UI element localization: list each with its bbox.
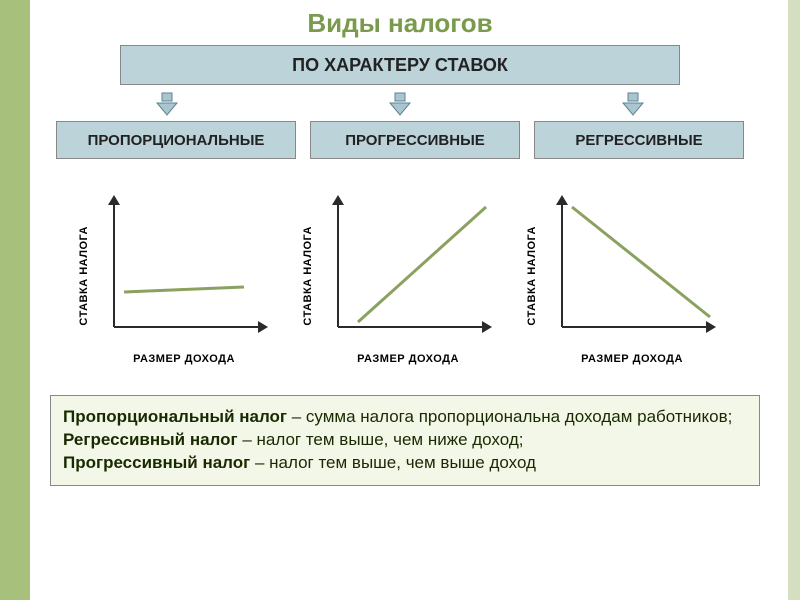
definition-term: Прогрессивный налог bbox=[63, 453, 250, 472]
arrows-row bbox=[50, 91, 750, 117]
decor-left-bar bbox=[0, 0, 30, 600]
x-axis-label: РАЗМЕР ДОХОДА bbox=[581, 353, 683, 365]
chart-regressive: СТАВКА НАЛОГА РАЗМЕР ДОХОДА bbox=[526, 187, 722, 365]
category-label: ПРОГРЕССИВНЫЕ bbox=[345, 132, 485, 149]
definition-text: – сумма налога пропорциональна доходам р… bbox=[287, 407, 732, 426]
charts-row: СТАВКА НАЛОГА РАЗМЕР ДОХОДА СТАВКА НАЛОГ… bbox=[20, 187, 780, 365]
definition-term: Пропорциональный налог bbox=[63, 407, 287, 426]
category-progressive: ПРОГРЕССИВНЫЕ bbox=[310, 121, 520, 159]
category-regressive: РЕГРЕССИВНЫЕ bbox=[534, 121, 744, 159]
definition-progressive: Прогрессивный налог – налог тем выше, че… bbox=[63, 452, 747, 475]
x-axis-label: РАЗМЕР ДОХОДА bbox=[133, 353, 235, 365]
definition-term: Регрессивный налог bbox=[63, 430, 238, 449]
arrow-down-icon bbox=[153, 91, 181, 117]
chart-progressive: СТАВКА НАЛОГА РАЗМЕР ДОХОДА bbox=[302, 187, 498, 365]
decor-right-bar bbox=[788, 0, 800, 600]
category-label: ПРОПОРЦИОНАЛЬНЫЕ bbox=[88, 132, 265, 149]
chart-svg-progressive bbox=[318, 187, 498, 347]
chart-svg-proportional bbox=[94, 187, 274, 347]
y-axis-label: СТАВКА НАЛОГА bbox=[78, 226, 90, 326]
definition-regressive: Регрессивный налог – налог тем выше, чем… bbox=[63, 429, 747, 452]
header-box: ПО ХАРАКТЕРУ СТАВОК bbox=[120, 45, 680, 85]
page-title: Виды налогов bbox=[0, 0, 800, 45]
header-label: ПО ХАРАКТЕРУ СТАВОК bbox=[292, 55, 508, 76]
category-proportional: ПРОПОРЦИОНАЛЬНЫЕ bbox=[56, 121, 296, 159]
definitions-box: Пропорциональный налог – сумма налога пр… bbox=[50, 395, 760, 486]
arrow-down-icon bbox=[619, 91, 647, 117]
definition-text: – налог тем выше, чем выше доход bbox=[250, 453, 536, 472]
x-axis-label: РАЗМЕР ДОХОДА bbox=[357, 353, 459, 365]
definition-proportional: Пропорциональный налог – сумма налога пр… bbox=[63, 406, 747, 429]
y-axis-label: СТАВКА НАЛОГА bbox=[302, 226, 314, 326]
definition-text: – налог тем выше, чем ниже доход; bbox=[238, 430, 524, 449]
category-label: РЕГРЕССИВНЫЕ bbox=[575, 132, 702, 149]
chart-svg-regressive bbox=[542, 187, 722, 347]
categories-row: ПРОПОРЦИОНАЛЬНЫЕ ПРОГРЕССИВНЫЕ РЕГРЕССИВ… bbox=[30, 121, 770, 159]
y-axis-label: СТАВКА НАЛОГА bbox=[526, 226, 538, 326]
arrow-down-icon bbox=[386, 91, 414, 117]
chart-proportional: СТАВКА НАЛОГА РАЗМЕР ДОХОДА bbox=[78, 187, 274, 365]
